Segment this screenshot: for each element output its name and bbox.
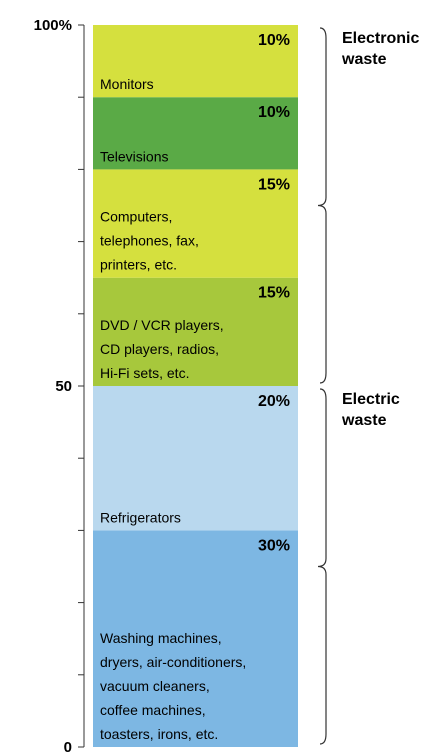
y-axis: 0 50 100% [34, 17, 85, 754]
y-tick-label: 100% [34, 17, 72, 34]
bar-segment [93, 277, 298, 386]
data-label: 15% [258, 176, 290, 193]
bar-segments: 30% Washing machines, dryers, air-conditio… [93, 25, 298, 747]
y-tick-label: 0 [64, 739, 72, 754]
segment-label: Monitors [100, 76, 154, 92]
segment-label: Refrigerators [100, 509, 181, 525]
segment-label: Washing machines, dryers, air-conditioner… [100, 630, 246, 742]
data-label: 20% [258, 393, 290, 410]
group-label: Electronic waste [341, 30, 419, 68]
data-label: 10% [258, 104, 290, 121]
bar-segment [93, 386, 298, 531]
data-label: 10% [258, 32, 290, 49]
group-label: Electric waste [341, 391, 400, 429]
bar-segment [93, 530, 298, 747]
data-label: 30% [258, 537, 290, 554]
segment-label: Televisions [100, 148, 168, 164]
group-braces: Electronic waste Electric waste [317, 27, 419, 745]
segment-label: Computers, telephones, fax, printers, etc. [100, 209, 199, 273]
bar-segment [93, 169, 298, 278]
group-brace [317, 388, 327, 745]
data-label: 15% [258, 285, 290, 302]
segment-label: DVD / VCR players, CD players, radios, Hi-… [100, 317, 224, 381]
bar-segment [93, 25, 298, 98]
group-brace [317, 27, 327, 384]
bar-segment [93, 97, 298, 170]
y-tick-label: 50 [55, 378, 72, 395]
